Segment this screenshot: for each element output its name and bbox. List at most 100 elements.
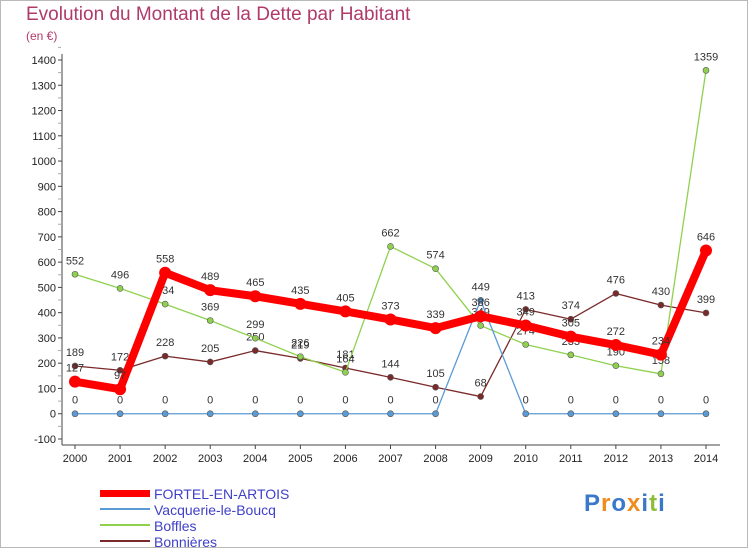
data-label-1: 0 xyxy=(297,395,303,407)
data-point-0 xyxy=(69,375,81,388)
data-label-2: 496 xyxy=(111,269,129,281)
x-tick-label: 2005 xyxy=(288,453,312,465)
data-point-2 xyxy=(387,243,394,250)
data-label-3: 189 xyxy=(66,347,84,359)
data-point-1 xyxy=(161,410,169,418)
data-label-3: 374 xyxy=(562,300,580,312)
x-tick-label: 2007 xyxy=(378,453,402,465)
y-tick-label: 500 xyxy=(38,282,56,294)
x-tick-label: 2006 xyxy=(333,453,357,465)
logo-letter: o xyxy=(611,490,628,517)
data-label-1: 0 xyxy=(207,395,213,407)
data-point-0 xyxy=(700,244,712,257)
legend-swatch-bonnieres xyxy=(100,540,150,542)
data-point-3 xyxy=(71,362,79,370)
x-tick-label: 2004 xyxy=(243,453,267,465)
data-point-2 xyxy=(477,322,484,329)
data-point-0 xyxy=(249,290,262,303)
data-point-2 xyxy=(702,67,710,74)
data-point-1 xyxy=(567,410,575,418)
data-point-0 xyxy=(114,383,127,396)
data-label-1: 0 xyxy=(162,395,168,407)
y-tick-label: 1300 xyxy=(32,80,56,92)
data-point-2 xyxy=(522,341,530,348)
data-point-2 xyxy=(612,362,620,370)
y-tick-label: -100 xyxy=(34,434,56,446)
data-label-0: 373 xyxy=(381,300,399,312)
data-point-3 xyxy=(657,301,665,309)
data-point-0 xyxy=(294,297,307,310)
data-label-0: 646 xyxy=(697,232,715,244)
legend-swatch-fortel xyxy=(100,490,150,497)
data-point-3 xyxy=(567,315,575,323)
x-tick-label: 2013 xyxy=(649,453,673,465)
data-label-3: 430 xyxy=(652,286,670,298)
data-point-3 xyxy=(702,309,710,317)
y-tick-label: 100 xyxy=(38,383,56,395)
logo-letter: P xyxy=(584,490,602,517)
data-label-2: 299 xyxy=(246,319,264,331)
data-label-2: 1359 xyxy=(694,51,718,63)
data-point-1 xyxy=(206,410,214,418)
data-point-1 xyxy=(657,410,665,418)
data-label-0: 558 xyxy=(156,254,174,266)
data-label-1: 0 xyxy=(613,395,619,407)
data-point-2 xyxy=(567,351,575,359)
data-label-2: 662 xyxy=(381,227,399,239)
data-point-2 xyxy=(206,317,214,324)
data-point-0 xyxy=(429,322,442,335)
data-point-1 xyxy=(251,410,259,418)
legend-swatch-boffles xyxy=(100,524,150,526)
data-label-1: 0 xyxy=(703,395,709,407)
logo-letter: r xyxy=(601,490,612,517)
y-tick-label: 200 xyxy=(38,358,56,370)
data-label-1: 449 xyxy=(471,281,489,293)
x-tick-label: 2014 xyxy=(694,453,718,465)
data-point-0 xyxy=(339,305,352,318)
chart-title: Evolution du Montant de la Dette par Hab… xyxy=(26,4,411,25)
data-point-3 xyxy=(477,393,484,400)
x-tick-label: 2002 xyxy=(153,453,177,465)
data-label-3: 399 xyxy=(697,294,715,306)
data-label-3: 144 xyxy=(381,358,399,370)
data-point-2 xyxy=(116,285,124,292)
data-label-2: 164 xyxy=(336,353,354,365)
data-point-0 xyxy=(204,284,217,297)
legend-swatch-vacquerie xyxy=(100,508,150,510)
data-point-2 xyxy=(657,370,665,378)
data-label-0: 272 xyxy=(607,326,625,338)
data-point-2 xyxy=(432,265,439,273)
x-tick-label: 2011 xyxy=(559,453,583,465)
data-label-0: 339 xyxy=(426,309,444,321)
data-point-0 xyxy=(474,310,487,323)
data-label-3: 228 xyxy=(156,337,174,349)
data-point-3 xyxy=(161,352,169,360)
data-point-1 xyxy=(612,410,620,418)
x-tick-label: 2000 xyxy=(63,453,87,465)
data-point-3 xyxy=(522,306,530,313)
y-tick-label: 1200 xyxy=(32,106,56,118)
data-label-1: 0 xyxy=(387,395,393,407)
data-point-0 xyxy=(564,330,577,343)
data-point-1 xyxy=(342,410,349,418)
legend-label-bonnieres: Bonnières xyxy=(154,534,218,550)
y-tick-label: 1400 xyxy=(32,55,56,67)
data-point-0 xyxy=(609,339,622,352)
data-label-0: 386 xyxy=(471,297,489,309)
y-tick-label: 1000 xyxy=(32,156,56,168)
y-tick-label: 1100 xyxy=(32,131,56,143)
logo-letter: x xyxy=(627,490,642,517)
data-label-3: 205 xyxy=(201,343,219,355)
data-point-1 xyxy=(71,410,79,418)
data-label-1: 0 xyxy=(523,395,529,407)
legend-label-boffles: Boffles xyxy=(154,518,197,534)
data-point-1 xyxy=(297,410,304,418)
data-label-0: 349 xyxy=(517,307,535,319)
data-label-3: 413 xyxy=(517,290,535,302)
x-tick-label: 2003 xyxy=(198,453,222,465)
x-tick-label: 2009 xyxy=(468,453,492,465)
data-label-0: 489 xyxy=(201,271,219,283)
data-label-0: 405 xyxy=(336,292,354,304)
data-label-0: 127 xyxy=(66,363,84,375)
